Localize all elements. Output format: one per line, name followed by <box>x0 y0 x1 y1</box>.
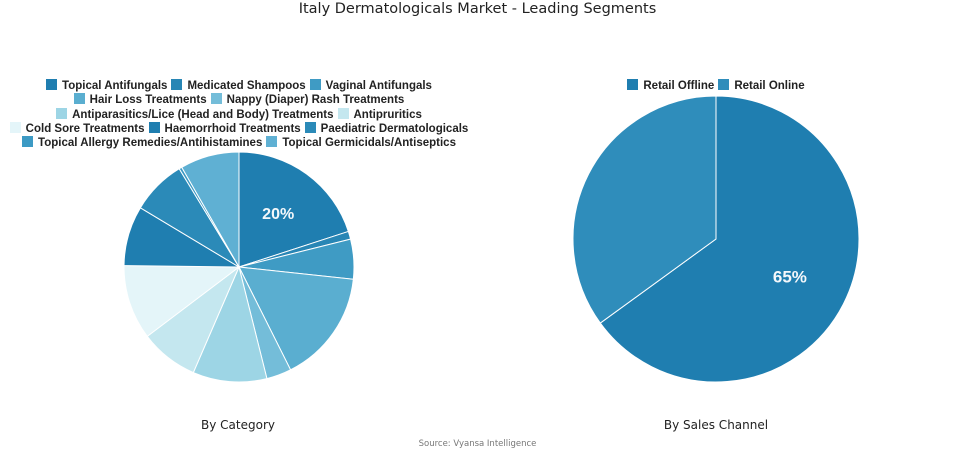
legend-swatch <box>304 121 316 133</box>
legend-swatch <box>9 121 21 133</box>
legend-swatch <box>337 107 349 119</box>
category-pie: 20% <box>123 151 355 383</box>
category-pie-caption: By Category <box>201 418 275 432</box>
legend-label: Nappy (Diaper) Rash Treatments <box>226 94 405 107</box>
legend-label: Cold Sore Treatments <box>25 122 145 135</box>
legend-row: Cold Sore Treatments Haemorrhoid Treatmen… <box>0 121 478 136</box>
legend-item-antipruritics[interactable]: Antipruritics <box>337 107 422 122</box>
legend-item-hair-loss-treatments[interactable]: Hair Loss Treatments <box>73 93 207 107</box>
legend-swatch <box>266 136 278 148</box>
legend-label: Antiparasitics/Lice (Head and Body) Trea… <box>72 108 334 121</box>
legend-item-vaginal-antifungals[interactable]: Vaginal Antifungals <box>309 79 432 93</box>
legend-swatch <box>309 79 321 90</box>
data-label: 20% <box>262 206 294 223</box>
legend-label: Retail Offline <box>643 80 715 92</box>
legend-swatch <box>56 107 68 119</box>
legend-item-topical-germicidals-antiseptics[interactable]: Topical Germicidals/Antiseptics <box>266 136 456 150</box>
legend-item-retail-online[interactable]: Retail Online <box>718 79 805 93</box>
legend-label: Medicated Shampoos <box>187 80 306 92</box>
data-label: 65% <box>773 268 807 287</box>
legend-item-antiparasitics-lice-head-and-body-treatments[interactable]: Antiparasitics/Lice (Head and Body) Trea… <box>56 107 334 122</box>
pie-slice-cold-sore-treatments[interactable] <box>123 265 241 338</box>
legend-row: Topical Antifungals Medicated Shampoos Vag… <box>0 79 478 93</box>
legend-swatch <box>210 93 222 105</box>
legend-label: Hair Loss Treatments <box>89 94 207 107</box>
pie-slice-retail-online[interactable] <box>572 95 717 324</box>
legend-row: Topical Allergy Remedies/Antihistamines T… <box>0 136 478 150</box>
legend-item-haemorrhoid-treatments[interactable]: Haemorrhoid Treatments <box>148 121 301 136</box>
pie-slice-topical-germicidals-antiseptics[interactable] <box>181 151 240 269</box>
legend-label: Vaginal Antifungals <box>325 80 432 92</box>
legend-swatch <box>171 79 183 90</box>
legend-swatch <box>22 136 34 148</box>
pie-slice-antiparasitics-lice-head-and-body-treatments[interactable] <box>192 265 268 383</box>
legend-label: Topical Antifungals <box>62 80 168 92</box>
pie-slice-hair-loss-treatments[interactable] <box>238 266 354 371</box>
legend-item-paediatric-dermatologicals[interactable]: Paediatric Dermatologicals <box>304 121 469 136</box>
legend-item-retail-offline[interactable]: Retail Offline <box>627 79 714 93</box>
source-note: Source: Vyansa Intelligence <box>418 439 537 449</box>
sales-channel-pie: 65% <box>572 95 860 383</box>
legend-swatch <box>73 93 85 105</box>
legend-item-nappy-diaper-rash-treatments[interactable]: Nappy (Diaper) Rash Treatments <box>210 93 405 107</box>
sales-channel-legend: Retail Offline Retail Online <box>566 79 866 93</box>
legend-item-cold-sore-treatments[interactable]: Cold Sore Treatments <box>9 121 145 136</box>
pie-slice-topical-antifungals[interactable] <box>238 151 350 268</box>
pie-slice-retail-offline[interactable] <box>599 95 860 383</box>
legend-item-topical-antifungals[interactable]: Topical Antifungals <box>46 79 167 93</box>
legend-row: Retail Offline Retail Online <box>566 79 866 93</box>
legend-label: Retail Online <box>734 80 805 92</box>
legend-swatch <box>46 79 58 90</box>
chart-title: Italy Dermatologicals Market - Leading S… <box>298 1 657 17</box>
legend-row: Hair Loss Treatments Nappy (Diaper) Rash … <box>0 93 478 107</box>
legend-label: Topical Germicidals/Antiseptics <box>282 137 456 150</box>
legend-label: Haemorrhoid Treatments <box>164 122 301 135</box>
legend-label: Topical Allergy Remedies/Antihistamines <box>38 137 263 150</box>
legend-row: Antiparasitics/Lice (Head and Body) Trea… <box>0 107 478 122</box>
legend-item-topical-allergy-remedies-antihistamines[interactable]: Topical Allergy Remedies/Antihistamines <box>22 136 262 150</box>
sales-channel-pie-caption: By Sales Channel <box>663 418 769 432</box>
legend-label: Paediatric Dermatologicals <box>320 122 469 135</box>
legend-swatch <box>627 79 639 90</box>
legend-item-medicated-shampoos[interactable]: Medicated Shampoos <box>171 79 306 93</box>
category-legend: Topical Antifungals Medicated Shampoos Vag… <box>0 79 478 150</box>
legend-swatch <box>148 121 160 133</box>
legend-label: Antipruritics <box>353 108 422 121</box>
legend-swatch <box>718 79 730 90</box>
